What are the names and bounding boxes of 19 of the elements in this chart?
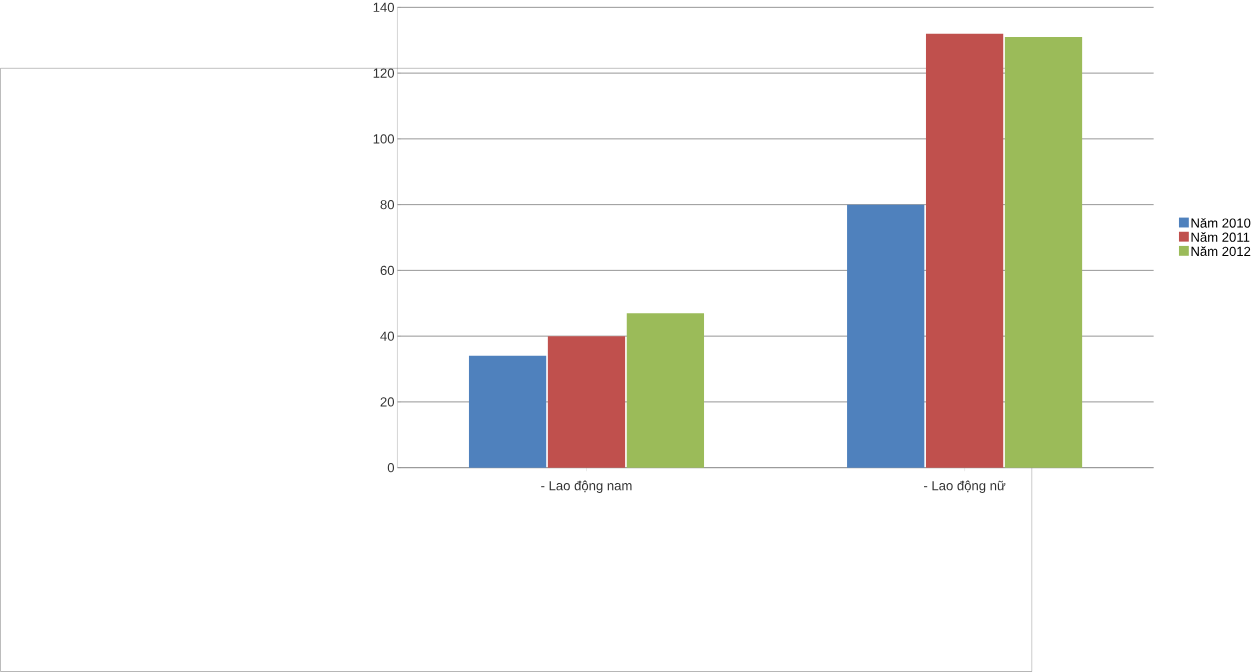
y-tick-label: 40 <box>380 331 395 341</box>
legend-label: Năm 2011 <box>1191 232 1250 242</box>
y-tick-label: 60 <box>380 265 395 276</box>
bar <box>1004 36 1083 468</box>
legend-label: Năm 2012 <box>1191 246 1251 257</box>
x-tick-label: - Lao động nữ <box>924 480 1006 493</box>
y-tick-label: 100 <box>373 134 395 144</box>
bar <box>626 313 705 468</box>
y-tick-label: 80 <box>380 200 395 210</box>
bar <box>847 204 925 468</box>
x-tick-label: - Lao động nam <box>541 480 632 493</box>
y-tick-label: 140 <box>373 2 395 13</box>
bar <box>468 355 547 468</box>
legend-label: Năm 2010 <box>1191 217 1251 228</box>
bar <box>547 336 626 468</box>
y-tick-label: 0 <box>387 463 395 473</box>
bar <box>925 33 1004 468</box>
y-tick-label: 120 <box>373 68 395 78</box>
y-tick-label: 20 <box>380 397 395 407</box>
